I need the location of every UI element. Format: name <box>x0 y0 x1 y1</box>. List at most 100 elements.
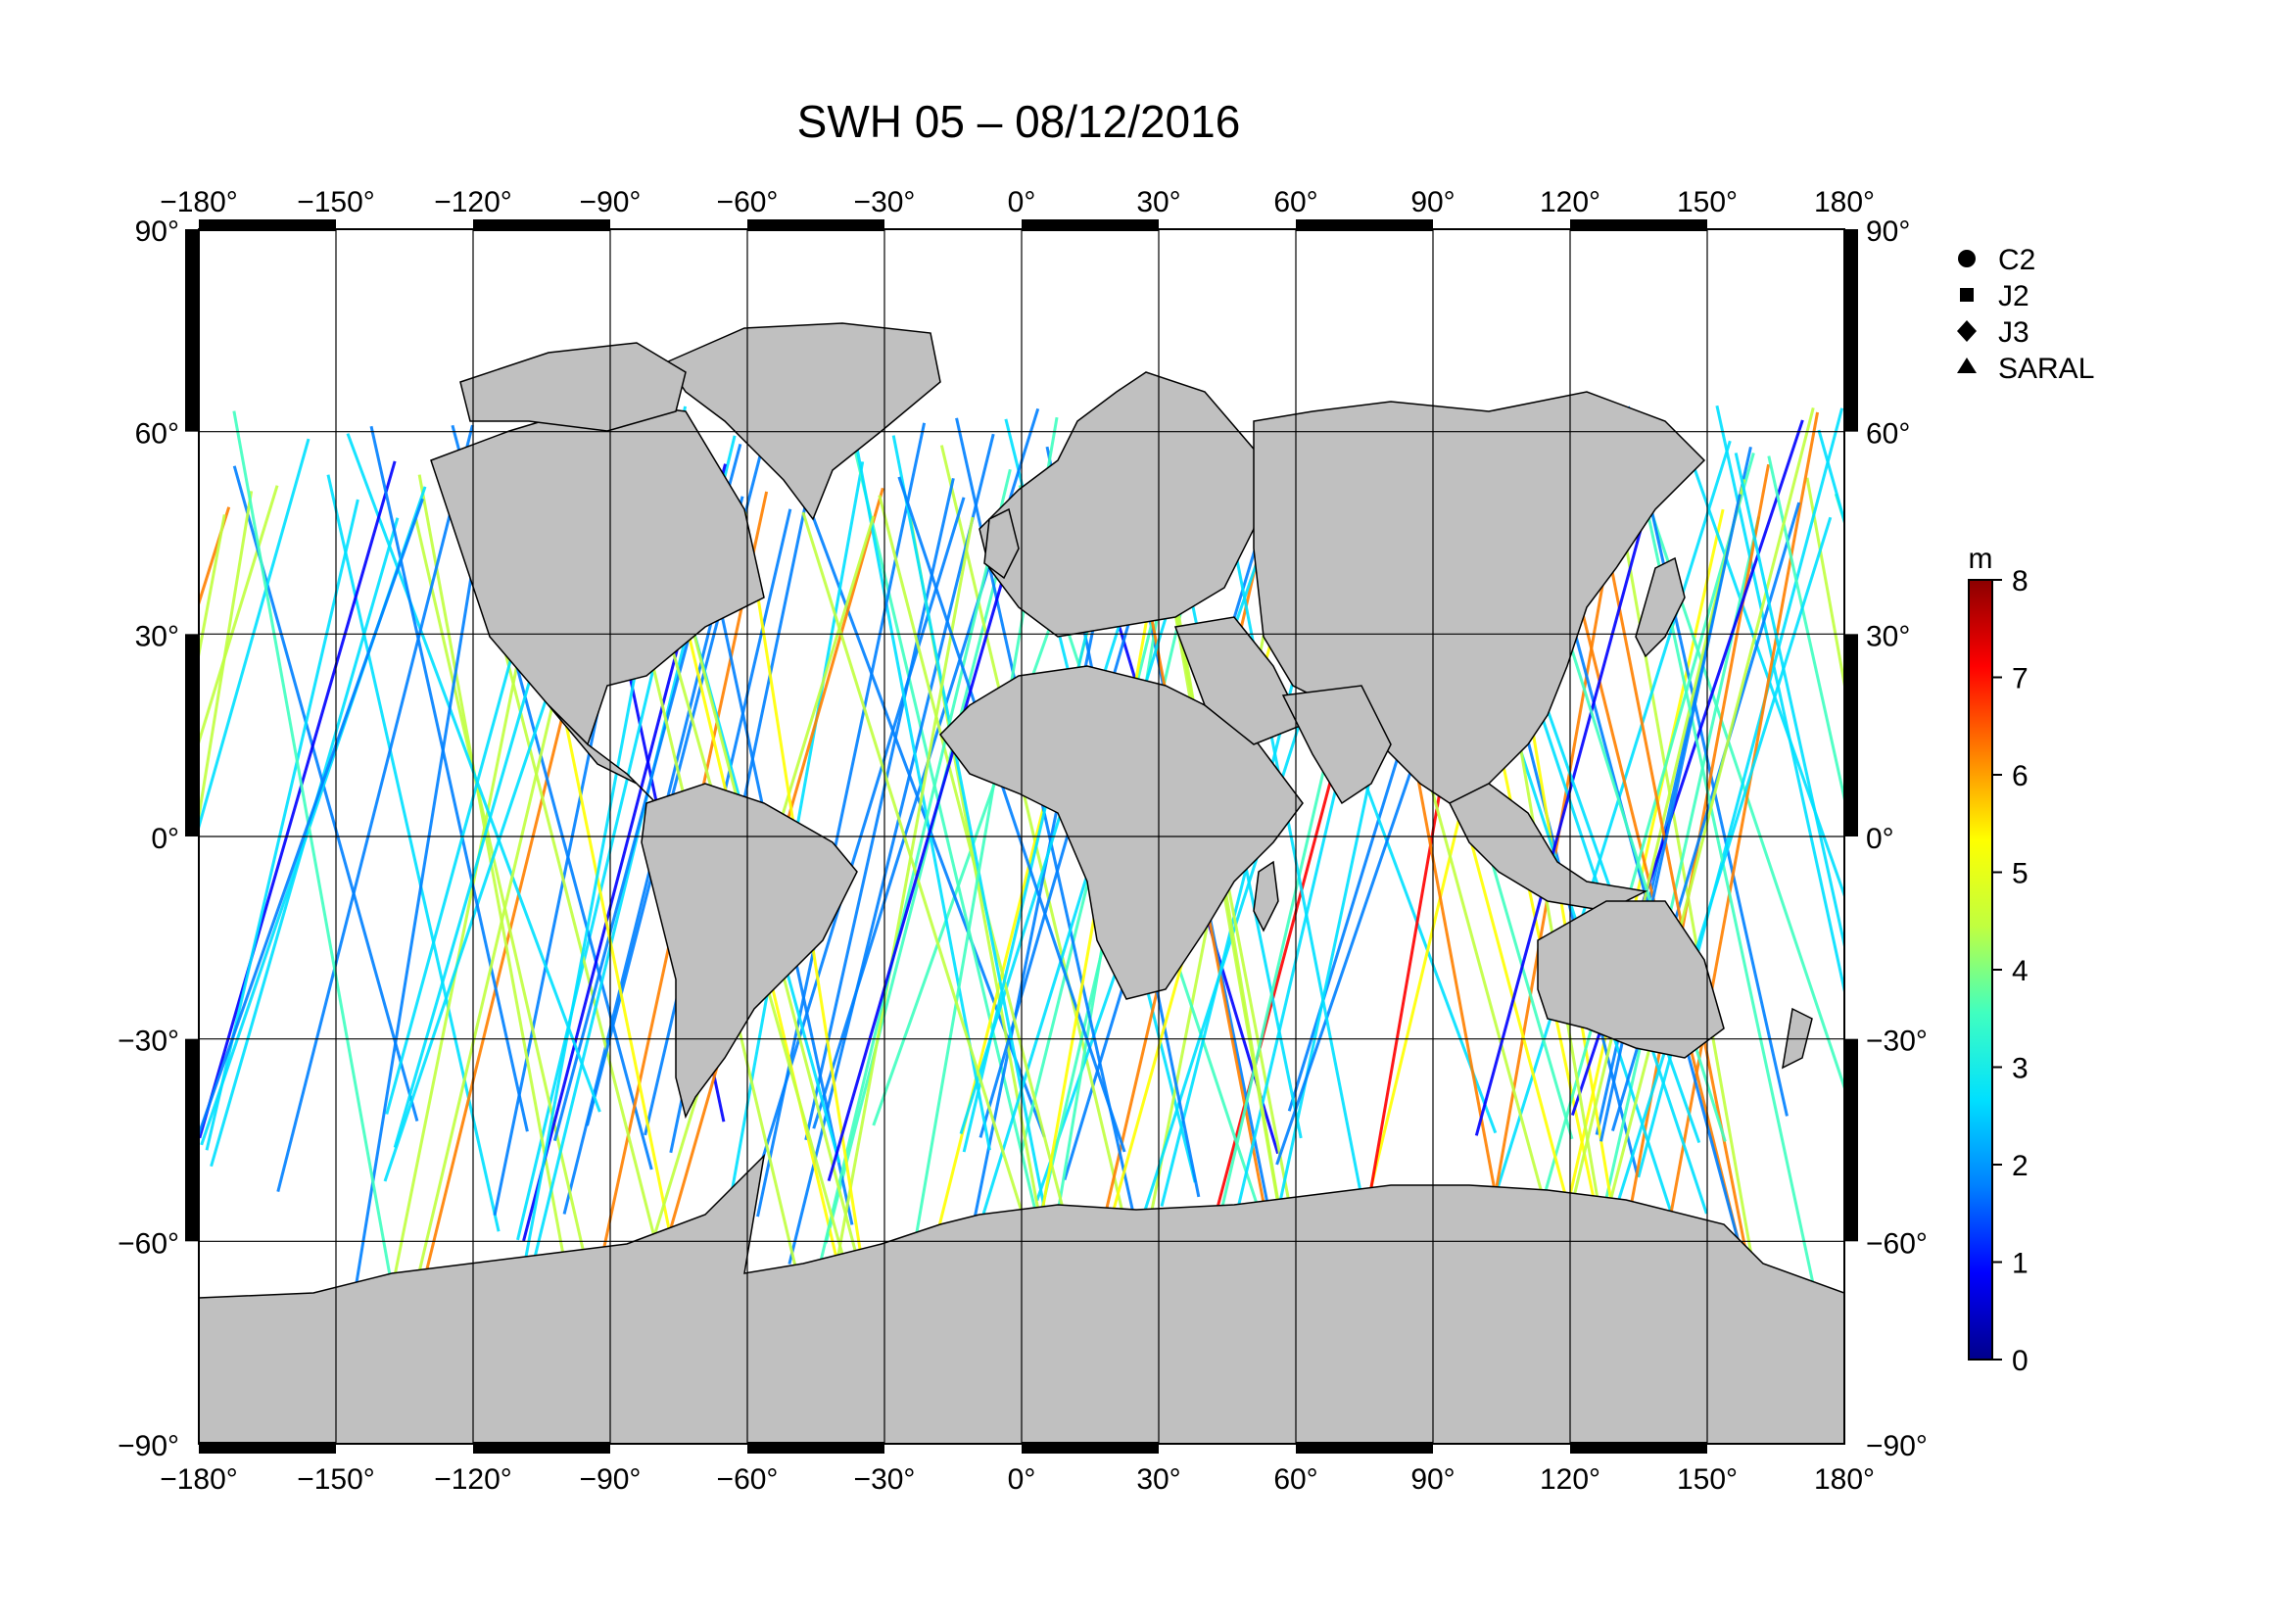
lon-tick-label: −30° <box>854 1463 916 1496</box>
lon-tick-label: 90° <box>1410 1463 1455 1496</box>
swh-track <box>849 415 991 1151</box>
frame-bar-right <box>1844 1038 1858 1242</box>
legend-label-j2: J2 <box>1998 280 2029 312</box>
lon-tick-label: −180° <box>160 1463 238 1496</box>
lon-tick-label: 120° <box>1540 1463 1600 1496</box>
swh-track <box>1734 453 1844 952</box>
frame-bar-top <box>1570 219 1707 231</box>
frame-bar-top <box>199 219 336 231</box>
legend-item-c2: C2 <box>1958 244 2035 276</box>
longitude-labels: −180° −180° −150° −150° −120° −120° −90° −90° −6… <box>160 186 1875 1496</box>
lon-tick-label: 60° <box>1273 1463 1317 1496</box>
swh-track <box>822 516 975 1334</box>
frame-bar-bottom <box>199 1442 336 1454</box>
triangle-icon <box>1957 358 1977 373</box>
swh-track <box>807 468 1012 1311</box>
swh-track <box>1597 500 1764 1337</box>
frame-bar-left <box>185 229 199 432</box>
colorbar-tick-label: 3 <box>2012 1053 2028 1085</box>
swh-track <box>199 438 310 833</box>
lon-tick-label: 60° <box>1273 186 1317 218</box>
lat-tick-label: 60° <box>135 418 179 451</box>
legend-item-j2: J2 <box>1960 280 2029 312</box>
lat-tick-label: −60° <box>118 1227 179 1260</box>
lon-tick-label: 180° <box>1814 186 1875 218</box>
lon-tick-label: −90° <box>580 1463 642 1496</box>
swh-track <box>1512 453 1755 1305</box>
square-icon <box>1960 288 1974 302</box>
colorbar-tick-label: 1 <box>2012 1248 2028 1280</box>
swh-track <box>1217 462 1362 1194</box>
lat-tick-label: 60° <box>1866 418 1910 451</box>
swh-track <box>1715 405 1844 997</box>
graticule <box>199 229 1844 1444</box>
land-southeast-asia <box>1448 783 1648 912</box>
lat-tick-label: 30° <box>135 620 179 652</box>
colorbar-tick-label: 2 <box>2012 1150 2028 1182</box>
frame-bar-right <box>1844 634 1858 836</box>
swh-track <box>199 460 397 1139</box>
land-greenland <box>664 322 941 521</box>
swh-track <box>801 511 1041 1269</box>
land-madagascar <box>1253 860 1279 932</box>
colorbar-tick-label: 8 <box>2012 565 2028 597</box>
colorbar-tick-label: 7 <box>2012 663 2028 695</box>
lon-tick-label: −150° <box>297 1463 375 1496</box>
swh-track <box>804 478 955 1141</box>
legend-item-saral: SARAL <box>1957 353 2094 385</box>
colorbar-gradient <box>1968 579 1993 1361</box>
satellite-legend: C2 J2 J3 SARAL <box>1957 244 2094 385</box>
lon-tick-label: 150° <box>1677 186 1738 218</box>
lon-tick-label: −150° <box>297 186 375 218</box>
swh-track <box>276 424 474 1193</box>
lon-tick-label: 30° <box>1136 1463 1180 1496</box>
frame-bar-top <box>473 219 610 231</box>
map-panel: −180° −180° −150° −150° −120° −120° −90° −90° −6… <box>118 186 1928 1496</box>
swh-track <box>1485 440 1732 1225</box>
colorbar-tick-label: 5 <box>2012 858 2028 890</box>
lon-tick-label: −60° <box>717 1463 779 1496</box>
lon-tick-label: 0° <box>1008 186 1036 218</box>
swh-track <box>199 514 226 662</box>
swh-track <box>199 498 424 1139</box>
lon-tick-label: 0° <box>1008 1463 1036 1496</box>
colorbar-unit: m <box>1969 543 1993 575</box>
swh-track <box>891 435 1053 1242</box>
frame-checker-border <box>185 219 1858 1454</box>
frame-bar-top <box>1296 219 1433 231</box>
land-india <box>1281 685 1392 805</box>
lat-tick-label: 30° <box>1866 620 1910 652</box>
lon-tick-label: 90° <box>1410 186 1455 218</box>
lon-tick-label: 120° <box>1540 186 1600 218</box>
lat-tick-label: −30° <box>1866 1026 1928 1058</box>
lon-tick-label: −60° <box>717 186 779 218</box>
swh-track <box>742 511 884 1395</box>
frame-bar-top <box>1022 219 1159 231</box>
swh-track <box>346 433 601 1113</box>
swh-track <box>827 509 1025 1182</box>
swh-track <box>369 425 529 1132</box>
land-uk <box>983 507 1020 580</box>
swh-track <box>847 426 1037 1213</box>
circle-icon <box>1958 250 1976 267</box>
lat-tick-label: 90° <box>1866 215 1910 248</box>
lat-tick-label: 0° <box>1866 823 1894 855</box>
swh-track <box>326 474 501 1232</box>
lon-tick-label: −30° <box>854 186 916 218</box>
land-south-america <box>641 783 858 1120</box>
swh-track <box>756 422 927 1218</box>
swh-track <box>1767 455 1844 805</box>
color-scale: m 0 1 2 3 4 5 6 7 8 <box>1968 543 2028 1377</box>
lat-tick-label: 90° <box>135 215 179 248</box>
frame-bar-left <box>185 1038 199 1242</box>
land-africa <box>939 665 1304 1000</box>
land-new-zealand <box>1782 1007 1813 1070</box>
map-title: SWH 05 – 08/12/2016 <box>797 96 1241 147</box>
colorbar-tick-label: 6 <box>2012 760 2028 792</box>
swh-track <box>1612 480 1756 1274</box>
swh-track <box>232 410 398 1308</box>
swh-track <box>1646 411 1820 1343</box>
frame-bar-right <box>1844 229 1858 432</box>
lat-tick-label: −60° <box>1866 1227 1928 1260</box>
